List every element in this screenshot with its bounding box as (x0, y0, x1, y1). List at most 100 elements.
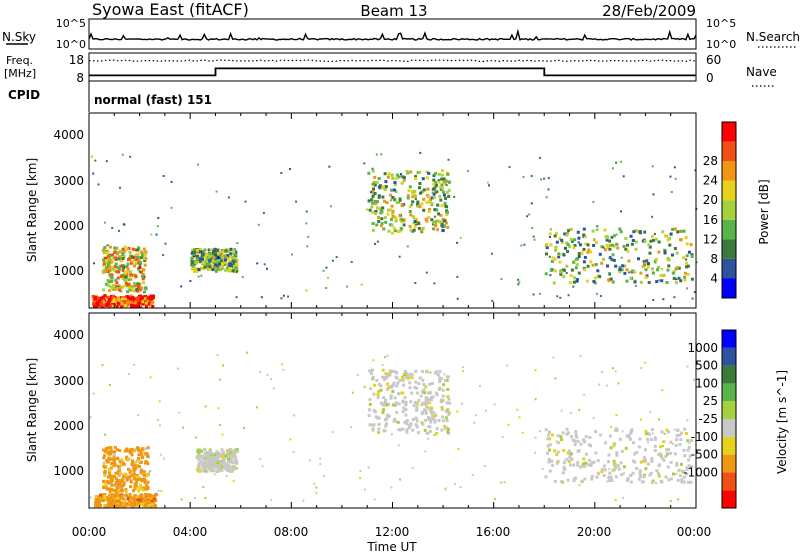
colorbar-swatch (722, 419, 736, 437)
heatmap-cell (196, 469, 200, 473)
heatmap-cell (109, 477, 113, 481)
heatmap-cell (108, 298, 112, 302)
heatmap-cell (427, 437, 430, 440)
heatmap-cell (292, 451, 295, 453)
heatmap-cell (200, 255, 204, 259)
heatmap-cell (398, 255, 401, 258)
heatmap-cell (445, 213, 449, 216)
heatmap-cell (658, 279, 661, 282)
heatmap-cell (370, 198, 374, 202)
heatmap-cell (643, 458, 647, 462)
heatmap-cell (442, 383, 446, 387)
heatmap-cell (208, 466, 212, 470)
heatmap-cell (627, 435, 631, 439)
heatmap-cell (302, 499, 305, 502)
heatmap-cell (440, 428, 444, 432)
heatmap-cell (216, 252, 220, 256)
heatmap-cell (565, 233, 569, 237)
heatmap-cell (432, 195, 436, 199)
heatmap-cell (607, 453, 611, 457)
heatmap-cell (231, 468, 235, 472)
heatmap-cell (431, 416, 435, 420)
heatmap-cell (228, 262, 232, 266)
heatmap-cell (372, 392, 376, 396)
heatmap-cell (600, 245, 604, 249)
heatmap-cell (638, 469, 642, 473)
heatmap-cell (424, 398, 428, 402)
heatmap-cell (558, 260, 562, 264)
heatmap-cell (372, 359, 375, 362)
heatmap-cell (195, 258, 199, 262)
heatmap-cell (211, 462, 215, 466)
heatmap-cell (569, 227, 573, 231)
heatmap-cell (424, 396, 428, 399)
heatmap-cell (221, 450, 225, 454)
heatmap-cell (371, 222, 375, 225)
heatmap-cell (376, 416, 380, 420)
heatmap-cell (673, 452, 677, 456)
heatmap-cell (443, 424, 447, 428)
heatmap-cell (210, 259, 214, 263)
velocity-y-tick: 2000 (53, 419, 84, 433)
heatmap-cell (630, 429, 633, 433)
heatmap-cell (112, 459, 116, 463)
heatmap-cell (397, 402, 401, 406)
heatmap-cell (137, 495, 141, 499)
heatmap-cell (371, 201, 374, 205)
heatmap-cell (389, 199, 392, 202)
heatmap-cell (558, 237, 562, 241)
heatmap-cell (586, 264, 590, 268)
heatmap-cell (219, 378, 222, 381)
heatmap-cell (609, 476, 613, 480)
heatmap-cell (106, 251, 110, 255)
heatmap-cell (433, 420, 437, 424)
heatmap-cell (132, 465, 136, 469)
heatmap-cell (447, 412, 450, 414)
heatmap-cell (117, 475, 120, 478)
heatmap-cell (122, 266, 126, 269)
heatmap-cell (366, 208, 369, 211)
heatmap-cell (205, 453, 209, 457)
heatmap-cell (417, 431, 420, 435)
heatmap-cell (430, 218, 434, 222)
heatmap-cell (615, 428, 619, 432)
heatmap-cell (111, 286, 115, 290)
heatmap-cell (383, 356, 386, 359)
heatmap-cell (205, 463, 209, 467)
heatmap-cell (198, 259, 202, 263)
heatmap-cell (124, 490, 128, 494)
heatmap-cell (624, 446, 628, 450)
heatmap-cell (129, 277, 133, 281)
heatmap-cell (652, 193, 655, 196)
heatmap-cell (560, 480, 564, 483)
heatmap-cell (420, 230, 424, 234)
heatmap-cell (685, 472, 689, 476)
heatmap-cell (136, 500, 140, 504)
heatmap-cell (572, 285, 575, 288)
heatmap-cell (683, 275, 687, 279)
heatmap-cell (121, 264, 125, 268)
heatmap-cell (607, 479, 611, 483)
heatmap-cell (133, 461, 137, 465)
heatmap-cell (637, 477, 641, 481)
heatmap-cell (674, 281, 678, 285)
heatmap-cell (473, 421, 476, 424)
heatmap-cell (131, 459, 135, 463)
heatmap-cell (650, 457, 654, 460)
heatmap-cell (108, 487, 112, 491)
heatmap-cell (394, 190, 398, 194)
heatmap-cell (444, 179, 448, 183)
heatmap-cell (144, 460, 148, 463)
heatmap-cell (132, 303, 136, 307)
heatmap-cell (106, 254, 110, 258)
heatmap-cell (574, 430, 578, 434)
heatmap-cell (120, 483, 123, 487)
heatmap-cell (385, 417, 389, 421)
heatmap-cell (208, 255, 212, 259)
heatmap-cell (136, 498, 140, 502)
heatmap-cell (600, 468, 604, 471)
heatmap-cell (596, 292, 598, 295)
heatmap-cell (584, 435, 588, 439)
cpid-mode: normal (fast) 151 (94, 93, 212, 107)
heatmap-cell (94, 497, 98, 501)
